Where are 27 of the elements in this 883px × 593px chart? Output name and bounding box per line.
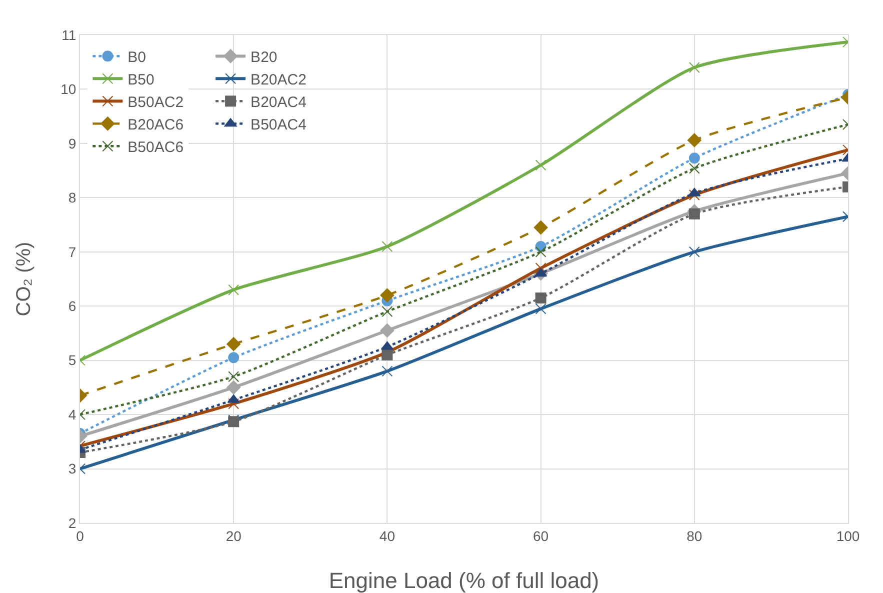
y-tick-label: 3	[68, 460, 76, 477]
y-tick-label: 9	[68, 135, 76, 152]
y-tick-label: 4	[68, 406, 76, 422]
legend-label: B20AC6	[128, 116, 184, 134]
legend-label: B50AC4	[250, 116, 306, 134]
x-axis-title: Engine Load (% of full load)	[328, 568, 600, 593]
legend-label: B20AC2	[250, 71, 306, 88]
x-tick-label: 20	[226, 528, 242, 544]
legend-label: B50AC6	[128, 138, 184, 156]
y-tick-label: 8	[68, 190, 76, 206]
legend-label: B50AC2	[128, 94, 184, 111]
y-axis-title: CO₂ (%)	[13, 242, 35, 316]
y-tick-label: 6	[68, 298, 76, 314]
legend-label: B20AC4	[250, 94, 306, 111]
legend-label: B20	[250, 48, 278, 66]
legend-label: B50	[128, 71, 154, 88]
x-tick-label: 40	[379, 528, 396, 544]
legend-label: B0	[128, 48, 146, 66]
y-tick-label: 2	[68, 514, 76, 531]
y-tick-label: 10	[60, 81, 76, 98]
y-tick-label: 5	[68, 352, 76, 368]
y-tick-label: 7	[68, 244, 76, 260]
x-tick-label: 100	[836, 528, 860, 544]
y-tick-label: 11	[62, 26, 76, 43]
x-tick-label: 80	[686, 528, 702, 544]
x-tick-label: 0	[76, 528, 84, 544]
x-tick-label: 60	[533, 528, 549, 544]
